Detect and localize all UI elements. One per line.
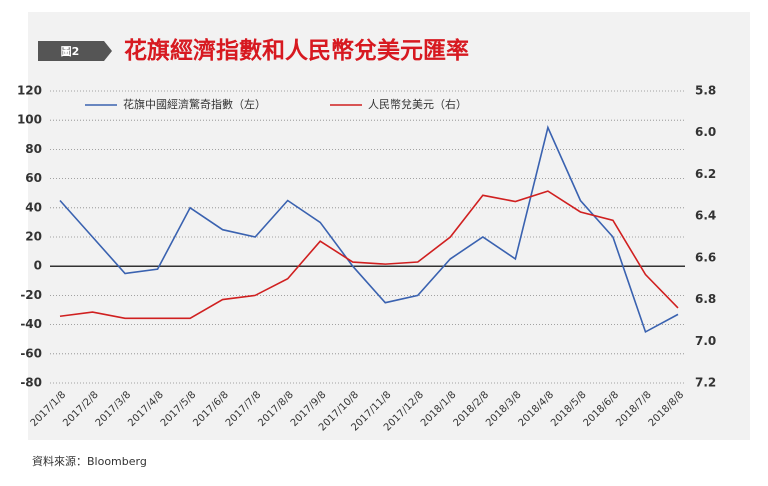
y-tick-label: 20: [25, 230, 42, 244]
y-tick-label: 60: [25, 171, 42, 185]
y-tick-label: 100: [17, 113, 42, 127]
y2-tick-label: 7.2: [695, 376, 716, 390]
legend-label: 花旗中國經濟驚奇指數（左）: [123, 97, 266, 111]
y2-tick-label: 5.8: [695, 84, 716, 98]
y2-tick-label: 6.2: [695, 167, 716, 181]
y2-tick-label: 6.6: [695, 250, 716, 264]
figure-label: 圖2: [61, 45, 80, 58]
y2-tick-label: 7.0: [695, 334, 716, 348]
figure-badge: [38, 41, 112, 61]
y-tick-label: 40: [25, 200, 42, 214]
series-line: [59, 190, 679, 320]
legend-label: 人民幣兌美元（右）: [368, 97, 467, 111]
y2-tick-label: 6.0: [695, 125, 716, 139]
series-line: [59, 125, 679, 334]
y-tick-label: 0: [34, 259, 42, 273]
panel: [28, 12, 750, 440]
y-tick-label: -40: [20, 317, 42, 331]
y2-tick-label: 6.4: [695, 209, 716, 223]
y-tick-label: 120: [17, 84, 42, 98]
chart-title: 花旗經濟指數和人民幣兌美元匯率: [124, 37, 469, 64]
y-tick-label: -60: [20, 346, 42, 360]
y-tick-label: 80: [25, 142, 42, 156]
y2-tick-label: 6.8: [695, 292, 716, 306]
y-tick-label: -20: [20, 288, 42, 302]
y-tick-label: -80: [20, 376, 42, 390]
source: 資料來源：Bloomberg: [32, 454, 147, 468]
